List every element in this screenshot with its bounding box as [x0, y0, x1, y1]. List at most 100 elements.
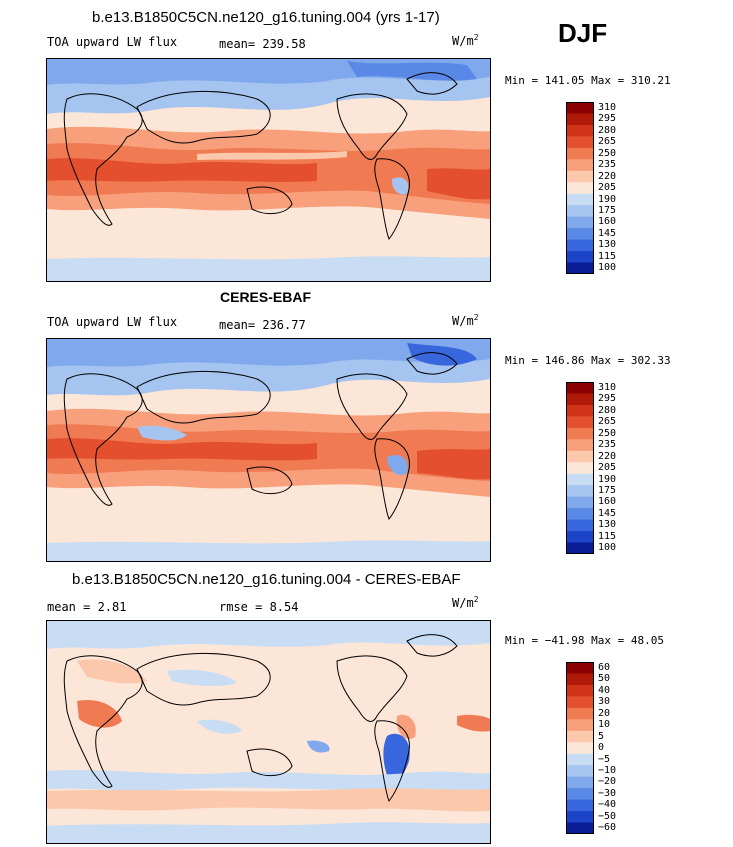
- colorbar-swatch: [566, 496, 594, 509]
- colorbar-swatch: [566, 182, 594, 195]
- colorbar-swatch: [566, 136, 594, 149]
- panel2-colorbar: [566, 382, 594, 559]
- colorbar-tick-label: 130: [598, 519, 617, 531]
- colorbar-tick-label: 10: [598, 719, 611, 731]
- colorbar-tick-label: 115: [598, 250, 617, 262]
- colorbar-swatch: [566, 439, 594, 452]
- colorbar-tick-label: 220: [598, 170, 617, 182]
- colorbar-tick-label: 145: [598, 507, 617, 519]
- panel3-colorbar: [566, 662, 594, 839]
- colorbar-tick-label: 280: [598, 404, 617, 416]
- panel1-units: W/m2: [452, 33, 479, 48]
- colorbar-tick-label: 310: [598, 381, 617, 393]
- colorbar-swatch: [566, 684, 594, 697]
- colorbar-swatch: [566, 508, 594, 521]
- colorbar-tick-label: 30: [598, 696, 611, 708]
- colorbar-swatch: [566, 542, 594, 555]
- colorbar-swatch: [566, 159, 594, 172]
- panel3-minmax: Min = −41.98 Max = 48.05: [505, 634, 664, 647]
- colorbar-tick-label: 100: [598, 262, 617, 274]
- colorbar-swatch: [566, 124, 594, 137]
- colorbar-swatch: [566, 427, 594, 440]
- colorbar-swatch: [566, 147, 594, 160]
- panel3-rmse: rmse = 8.54: [219, 600, 299, 614]
- colorbar-swatch: [566, 673, 594, 686]
- colorbar-swatch: [566, 462, 594, 475]
- colorbar-tick-label: 250: [598, 147, 617, 159]
- colorbar-swatch: [566, 742, 594, 755]
- colorbar-swatch: [566, 393, 594, 406]
- colorbar-swatch: [566, 113, 594, 126]
- panel3-title: b.e13.B1850C5CN.ne120_g16.tuning.004 - C…: [72, 571, 461, 588]
- colorbar-tick-label: 40: [598, 684, 611, 696]
- colorbar-swatch: [566, 811, 594, 824]
- colorbar-tick-label: 115: [598, 530, 617, 542]
- colorbar-swatch: [566, 382, 594, 394]
- colorbar-tick-label: 145: [598, 227, 617, 239]
- colorbar-swatch: [566, 719, 594, 732]
- panel1-variable-label: TOA upward LW flux: [47, 35, 178, 49]
- colorbar-tick-label: 250: [598, 427, 617, 439]
- colorbar-tick-label: −30: [598, 787, 617, 799]
- colorbar-tick-label: 50: [598, 673, 611, 685]
- colorbar-tick-label: 160: [598, 216, 617, 228]
- colorbar-border: [566, 102, 594, 274]
- colorbar-tick-label: −60: [598, 822, 617, 834]
- colorbar-swatch: [566, 170, 594, 183]
- panel3-mean: mean = 2.81: [47, 600, 127, 614]
- panel2-title: CERES-EBAF: [220, 289, 312, 305]
- colorbar-tick-label: 160: [598, 496, 617, 508]
- colorbar-tick-label: 100: [598, 542, 617, 554]
- colorbar-swatch: [566, 450, 594, 463]
- colorbar-tick-label: −50: [598, 810, 617, 822]
- colorbar-swatch: [566, 262, 594, 275]
- panel2-units: W/m2: [452, 313, 479, 328]
- colorbar-tick-label: 190: [598, 193, 617, 205]
- colorbar-tick-label: 130: [598, 239, 617, 251]
- colorbar-tick-label: 205: [598, 462, 617, 473]
- panel3-map: [46, 620, 491, 844]
- colorbar-swatch: [566, 473, 594, 486]
- colorbar-swatch: [566, 730, 594, 743]
- colorbar-swatch: [566, 216, 594, 229]
- colorbar-border: [566, 662, 594, 834]
- colorbar-swatch: [566, 193, 594, 206]
- colorbar-tick-label: 235: [598, 159, 617, 171]
- panel2-map: [46, 338, 491, 562]
- colorbar-tick-label: 20: [598, 707, 611, 719]
- colorbar-tick-label: 190: [598, 473, 617, 485]
- panel2-mean: mean= 236.77: [219, 318, 306, 332]
- colorbar-tick-label: −5: [598, 753, 611, 765]
- colorbar-tick-label: 310: [598, 101, 617, 113]
- colorbar-tick-label: 265: [598, 416, 617, 428]
- panel1-colorbar: [566, 102, 594, 279]
- colorbar-tick-label: 280: [598, 124, 617, 136]
- colorbar-tick-label: 220: [598, 450, 617, 462]
- panel2-minmax: Min = 146.86 Max = 302.33: [505, 354, 671, 367]
- colorbar-tick-label: 235: [598, 439, 617, 451]
- colorbar-tick-label: 295: [598, 113, 617, 125]
- colorbar-tick-label: 175: [598, 484, 617, 496]
- colorbar-swatch: [566, 696, 594, 709]
- panel3-units: W/m2: [452, 595, 479, 610]
- colorbar-tick-label: 175: [598, 204, 617, 216]
- colorbar-swatch: [566, 753, 594, 766]
- panel2-variable-label: TOA upward LW flux: [47, 315, 178, 329]
- colorbar-swatch: [566, 416, 594, 429]
- colorbar-tick-label: 295: [598, 393, 617, 405]
- colorbar-swatch: [566, 822, 594, 835]
- colorbar-swatch: [566, 662, 594, 674]
- colorbar-tick-label: −40: [598, 799, 617, 811]
- colorbar-swatch: [566, 707, 594, 720]
- panel1-map: [46, 58, 491, 282]
- colorbar-swatch: [566, 404, 594, 417]
- colorbar-swatch: [566, 251, 594, 264]
- colorbar-swatch: [566, 205, 594, 218]
- colorbar-swatch: [566, 765, 594, 778]
- colorbar-tick-label: 205: [598, 182, 617, 193]
- colorbar-swatch: [566, 788, 594, 801]
- colorbar-tick-label: −20: [598, 776, 617, 788]
- colorbar-swatch: [566, 228, 594, 241]
- colorbar-swatch: [566, 485, 594, 498]
- panel1-title: b.e13.B1850C5CN.ne120_g16.tuning.004 (yr…: [92, 9, 440, 26]
